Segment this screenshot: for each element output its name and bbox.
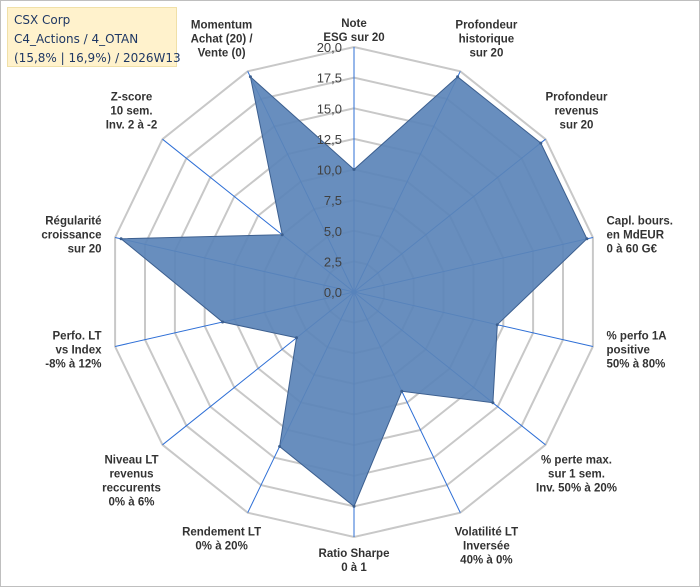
axis-label: Z-score 10 sem. Inv. 2 à -2 — [106, 92, 158, 132]
data-point — [400, 389, 404, 393]
tick-label: 5,0 — [324, 224, 342, 239]
axis-label-line: 0% à 6% — [108, 497, 154, 509]
data-point — [280, 233, 284, 237]
axis-label-line: revenus — [554, 106, 598, 118]
axis-label-line: Régularité — [45, 215, 101, 227]
axis-label-line: Volatilité LT — [455, 526, 518, 538]
axis-label-line: 40% à 0% — [460, 554, 512, 566]
axis-label-line: 0 à 60 G€ — [607, 243, 658, 255]
data-point — [456, 75, 460, 79]
data-point — [495, 323, 499, 327]
axis-label: Rendement LT 0% à 20% — [182, 526, 261, 552]
title-company: CSX Corp — [14, 13, 71, 27]
axis-label-line: 0 à 1 — [341, 562, 367, 574]
axis-label: Niveau LT revenus reccurents 0% à 6% — [102, 455, 161, 509]
axis-label-line: Rendement LT — [182, 526, 261, 538]
axis-label-line: Inv. 50% à 20% — [536, 483, 617, 495]
axis-label-line: Inversée — [463, 540, 510, 552]
data-point — [491, 401, 495, 405]
axis-label-line: sur 20 — [469, 48, 503, 60]
axis-label-line: historique — [459, 34, 515, 46]
axis-label-line: 10 sem. — [110, 106, 152, 118]
axis-label-line: reccurents — [102, 483, 161, 495]
axis-label-line: % perte max. — [541, 455, 612, 467]
axis-label-line: 0% à 20% — [195, 540, 247, 552]
axis-label-line: Achat (20) / — [191, 34, 254, 46]
axis-label-line: sur 20 — [560, 120, 594, 132]
axis-label-line: positive — [607, 345, 650, 357]
data-point — [119, 237, 123, 241]
data-point — [352, 504, 356, 508]
axis-label-line: Ratio Sharpe — [319, 548, 390, 560]
tick-label: 17,5 — [317, 71, 342, 86]
axis-label-line: % perfo 1A — [607, 331, 667, 343]
axis-label: Capl. bours. en MdEUR 0 à 60 G€ — [607, 215, 673, 255]
axis-label-line: Profondeur — [455, 20, 517, 32]
axis-label-line: Perfo. LT — [53, 331, 102, 343]
axis-label-line: en MdEUR — [607, 229, 665, 241]
axis-label: Ratio Sharpe 0 à 1 — [319, 548, 390, 574]
tick-label: 10,0 — [317, 163, 342, 178]
axis-label: Volatilité LT Inversée 40% à 0% — [455, 526, 518, 566]
axis-label-line: Inv. 2 à -2 — [106, 120, 158, 132]
axis-label-line: Note — [341, 18, 367, 30]
axis-label-line: sur 1 sem. — [548, 469, 605, 481]
data-point — [248, 75, 252, 79]
title-category: C4_Actions / 4_OTAN — [14, 32, 139, 46]
data-point — [585, 237, 589, 241]
axis-label-line: revenus — [109, 469, 153, 481]
axis-label: Profondeur historique sur 20 — [455, 20, 517, 60]
title-box: CSX Corp C4_Actions / 4_OTAN (15,8% | 16… — [7, 7, 181, 67]
title-stats: (15,8% | 16,9%) / 2026W13 — [14, 51, 181, 65]
tick-label: 7,5 — [324, 193, 342, 208]
axis-label: Régularité croissance sur 20 — [41, 215, 101, 255]
data-point — [295, 336, 298, 340]
data-point — [539, 141, 543, 145]
axis-label-line: Momentum — [191, 20, 252, 32]
axis-label-line: sur 20 — [68, 243, 102, 255]
tick-label: 0,0 — [324, 285, 342, 300]
tick-label: 2,5 — [324, 254, 342, 269]
axis-label-line: Niveau LT — [104, 455, 158, 467]
data-point — [278, 445, 282, 448]
axis-label: Note ESG sur 20 — [323, 18, 384, 44]
tick-label: 20,0 — [317, 40, 342, 55]
axis-label-line: vs Index — [55, 345, 102, 357]
axis-label-line: 50% à 80% — [607, 359, 666, 371]
axis-label-line: Profondeur — [546, 92, 608, 104]
tick-label: 12,5 — [317, 132, 342, 147]
axis-label: Momentum Achat (20) / Vente (0) — [191, 20, 254, 60]
axis-label-line: Z-score — [111, 92, 153, 104]
axis-label: Profondeur revenus sur 20 — [546, 92, 608, 132]
axis-label-line: Capl. bours. — [607, 215, 673, 227]
tick-label: 15,0 — [317, 101, 342, 116]
axis-label-line: -8% à 12% — [45, 359, 101, 371]
axis-label-line: Vente (0) — [198, 48, 246, 60]
axis-label: % perte max. sur 1 sem. Inv. 50% à 20% — [536, 455, 617, 495]
axis-label-line: ESG sur 20 — [323, 32, 384, 44]
data-point — [352, 168, 356, 171]
axis-label: Perfo. LT vs Index -8% à 12% — [45, 331, 102, 371]
axis-label: % perfo 1A positive 50% à 80% — [607, 331, 667, 371]
axis-label-line: croissance — [41, 229, 101, 241]
data-point — [221, 320, 225, 324]
